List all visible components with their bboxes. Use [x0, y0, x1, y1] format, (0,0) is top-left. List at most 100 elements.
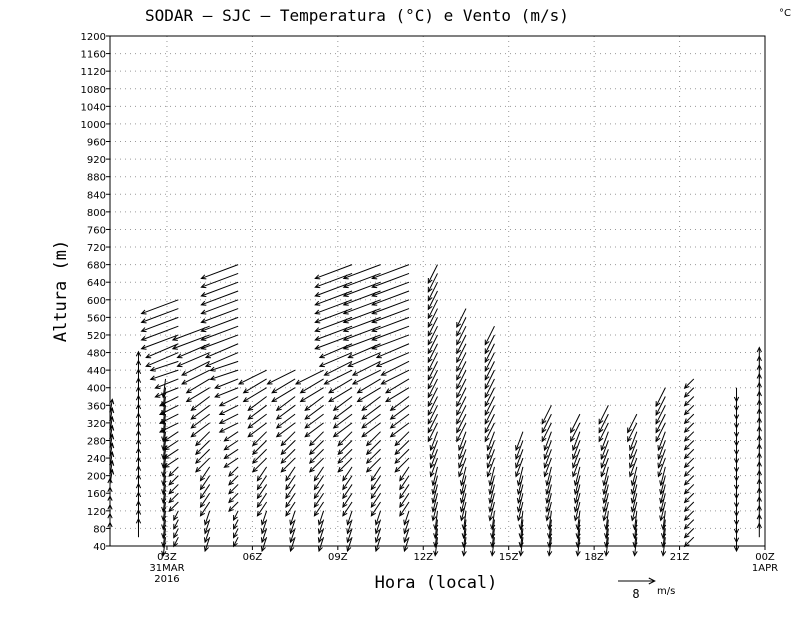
wind-vector-shaft — [342, 484, 353, 499]
wind-vector-head — [161, 550, 167, 557]
wind-vector-head — [733, 528, 740, 535]
wind-vector-shaft — [456, 378, 467, 398]
wind-vector-head — [337, 449, 344, 456]
wind-vector-head — [145, 362, 152, 368]
wind-vector-head — [342, 510, 348, 517]
wind-vector-shaft — [684, 457, 695, 468]
wind-vector-head — [214, 392, 221, 398]
wind-profile — [570, 413, 581, 557]
wind-vector-head — [161, 436, 167, 443]
wind-vector-shaft — [603, 493, 609, 512]
wind-vector-head — [158, 410, 165, 416]
wind-vector-head — [158, 427, 165, 433]
wind-vector-shaft — [460, 501, 467, 521]
wind-vector-head — [456, 436, 462, 443]
wind-vector-head — [683, 392, 690, 398]
wind-vector-shaft — [574, 501, 581, 521]
y-tick-label: 760 — [87, 225, 106, 236]
wind-vector-shaft — [370, 501, 381, 517]
wind-vector-shaft — [456, 308, 467, 328]
wind-vector-shaft — [491, 510, 495, 530]
wind-vector-head — [484, 401, 490, 408]
wind-vector-head — [313, 484, 319, 491]
y-tick-label: 1200 — [81, 32, 106, 43]
wind-vector-head — [683, 497, 690, 504]
y-tick-label: 720 — [87, 243, 106, 254]
wind-vector-shaft — [427, 352, 438, 372]
wind-vector-shaft — [484, 325, 495, 345]
wind-vector-head — [632, 533, 638, 540]
wind-vector-head — [484, 436, 490, 443]
wind-vector-head — [242, 397, 249, 403]
wind-vector-shaft — [376, 352, 410, 367]
wind-vector-head — [173, 523, 179, 530]
wind-vector-head — [427, 339, 433, 346]
wind-vector-shaft — [252, 440, 267, 455]
wind-vector-head — [456, 392, 462, 399]
wind-vector-head — [427, 374, 433, 381]
wind-vector-shaft — [164, 431, 179, 442]
chart-title: SODAR – SJC – Temperatura (°C) e Vento (… — [145, 6, 569, 25]
wind-vector-head — [427, 383, 433, 390]
wind-vector-head — [683, 427, 690, 433]
wind-vector-shaft — [200, 492, 211, 508]
wind-vector-shaft — [357, 378, 381, 394]
wind-vector-head — [140, 344, 147, 350]
wind-vector-head — [371, 336, 378, 341]
wind-vector-head — [380, 379, 387, 385]
wind-vector-shaft — [456, 334, 467, 354]
wind-vector-shaft — [458, 440, 467, 460]
wind-vector-head — [342, 274, 349, 280]
wind-vector-shaft — [631, 484, 638, 503]
wind-vector-head — [602, 515, 608, 522]
wind-vector-shaft — [432, 501, 438, 521]
wind-vector-shaft — [381, 360, 410, 376]
wind-vector-shaft — [190, 404, 210, 420]
wind-vector-head — [660, 541, 667, 548]
wind-vector-head — [168, 506, 175, 513]
wind-vector-shaft — [544, 457, 552, 477]
wind-vector-shaft — [655, 396, 666, 416]
wind-vector-head — [163, 436, 170, 442]
wind-vector-shaft — [195, 431, 211, 446]
wind-vector-shaft — [427, 387, 438, 407]
wind-vector-shaft — [201, 264, 239, 279]
wind-vector-shaft — [370, 492, 381, 508]
wind-vector-shaft — [233, 519, 239, 530]
wind-vector-shaft — [390, 413, 410, 429]
wind-vector-shaft — [684, 466, 695, 477]
wind-vector-shaft — [603, 484, 609, 503]
wind-vector-shaft — [515, 440, 524, 460]
wind-vector-head — [543, 445, 549, 452]
wind-vector-head — [683, 444, 690, 451]
wind-vector-head — [314, 283, 321, 289]
wind-vector-head — [313, 502, 319, 508]
wind-vector-head — [195, 466, 201, 473]
wind-vector-shaft — [577, 528, 581, 547]
wind-vector-shaft — [684, 413, 695, 424]
wind-vector-head — [318, 353, 325, 359]
wind-vector-head — [655, 409, 661, 416]
wind-vector-head — [394, 440, 401, 447]
wind-vector-head — [659, 515, 665, 522]
wind-vector-shaft — [366, 431, 381, 446]
wind-vector-shaft — [546, 484, 552, 503]
wind-vector-head — [403, 545, 409, 553]
wind-vector-shaft — [427, 361, 438, 380]
wind-vector-shaft — [601, 457, 609, 477]
wind-vector-head — [375, 353, 382, 359]
wind-vector-head — [733, 502, 740, 509]
wind-vector-shaft — [605, 528, 609, 547]
wind-vector-shaft — [372, 334, 410, 350]
wind-vector-shaft — [200, 466, 211, 481]
reference-speed: 8 — [632, 587, 639, 601]
wind-vector-head — [683, 418, 690, 425]
wind-vector-head — [461, 533, 467, 540]
wind-vector-shaft — [487, 457, 495, 477]
wind-vector-head — [342, 475, 348, 482]
wind-vector-head — [403, 519, 409, 526]
wind-profile — [627, 413, 638, 557]
wind-vector-shaft — [489, 493, 495, 512]
wind-vector-head — [285, 475, 291, 482]
wind-vector-head — [275, 423, 282, 429]
